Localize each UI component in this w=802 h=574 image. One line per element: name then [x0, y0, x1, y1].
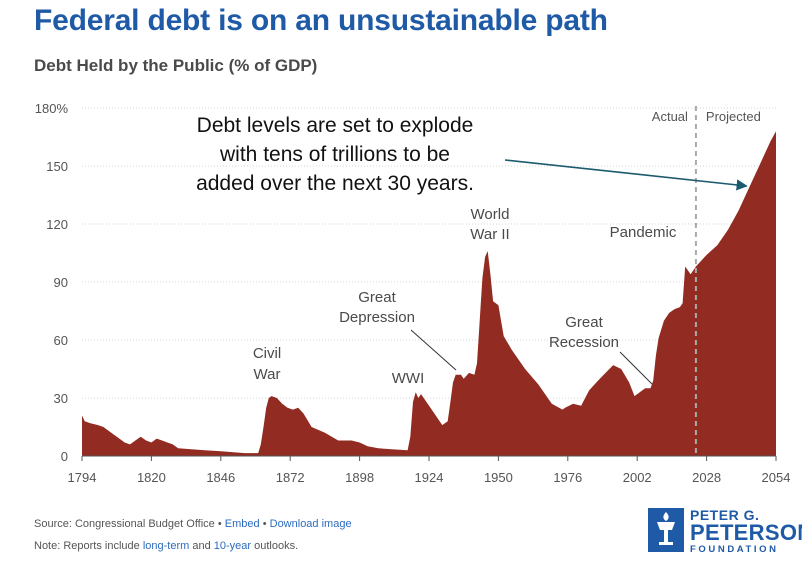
note-mid: and [189, 540, 214, 552]
debt-area [82, 131, 776, 456]
x-tick-label: 2028 [692, 470, 721, 485]
depression-leader-line [410, 329, 457, 371]
y-tick-label: 60 [54, 333, 68, 348]
recession-leader-line [619, 351, 653, 385]
callout-text-line: added over the next 30 years. [196, 172, 474, 195]
callout-text-line: Debt levels are set to explode [197, 114, 474, 137]
event-label: Recession [549, 334, 619, 351]
event-label: War [254, 366, 281, 383]
x-tick-label: 2054 [762, 470, 791, 485]
x-tick-label: 2002 [623, 470, 652, 485]
callout-arrow [504, 159, 748, 191]
logo-line-3: FOUNDATION [690, 544, 779, 555]
download-image-link[interactable]: Download image [269, 518, 352, 530]
note-prefix: Note: Reports include [34, 540, 143, 552]
note-line: Note: Reports include long-term and 10-y… [34, 540, 298, 552]
logo-line-2: PETERSON [690, 520, 802, 545]
note-suffix: outlooks. [251, 540, 299, 552]
long-term-link[interactable]: long-term [142, 540, 190, 552]
torch-icon [648, 508, 684, 552]
event-label: Pandemic [610, 224, 677, 241]
x-tick-label: 1950 [484, 470, 513, 485]
source-label: Source: Congressional Budget Office [34, 518, 215, 530]
y-tick-label: 30 [54, 391, 68, 406]
y-tick-label: 180% [35, 101, 69, 116]
y-tick-label: 0 [61, 449, 68, 464]
source-line: Source: Congressional Budget Office • Em… [34, 518, 352, 530]
y-tick-label: 150 [46, 159, 68, 174]
x-tick-label: 1794 [68, 470, 97, 485]
actual-label: Actual [652, 109, 688, 124]
x-tick-label: 1846 [206, 470, 235, 485]
callout-text-line: with tens of trillions to be [219, 143, 450, 166]
separator: • [262, 518, 267, 530]
event-label: War II [470, 226, 509, 243]
y-tick-label: 90 [54, 275, 68, 290]
event-label: Depression [339, 309, 415, 326]
chart-subtitle: Debt Held by the Public (% of GDP) [34, 56, 318, 75]
event-label: Great [358, 289, 396, 306]
y-tick-label: 120 [46, 217, 68, 232]
logo-line-1: PETER G. [690, 507, 760, 523]
ten-year-link[interactable]: 10-year [213, 540, 252, 552]
embed-link[interactable]: Embed [224, 518, 260, 530]
separator: • [217, 518, 222, 530]
event-label: Great [565, 314, 603, 331]
event-label: WWI [392, 370, 424, 387]
x-tick-label: 1872 [276, 470, 305, 485]
chart-title: Federal debt is on an unsustainable path [34, 4, 608, 37]
x-tick-label: 1976 [553, 470, 582, 485]
peterson-foundation-logo[interactable]: PETER G. PETERSON FOUNDATION [648, 507, 802, 560]
event-label: World [471, 206, 510, 223]
x-tick-label: 1898 [345, 470, 374, 485]
event-label: Civil [253, 345, 281, 362]
x-tick-label: 1924 [415, 470, 444, 485]
x-tick-label: 1820 [137, 470, 166, 485]
projected-label: Projected [706, 109, 761, 124]
